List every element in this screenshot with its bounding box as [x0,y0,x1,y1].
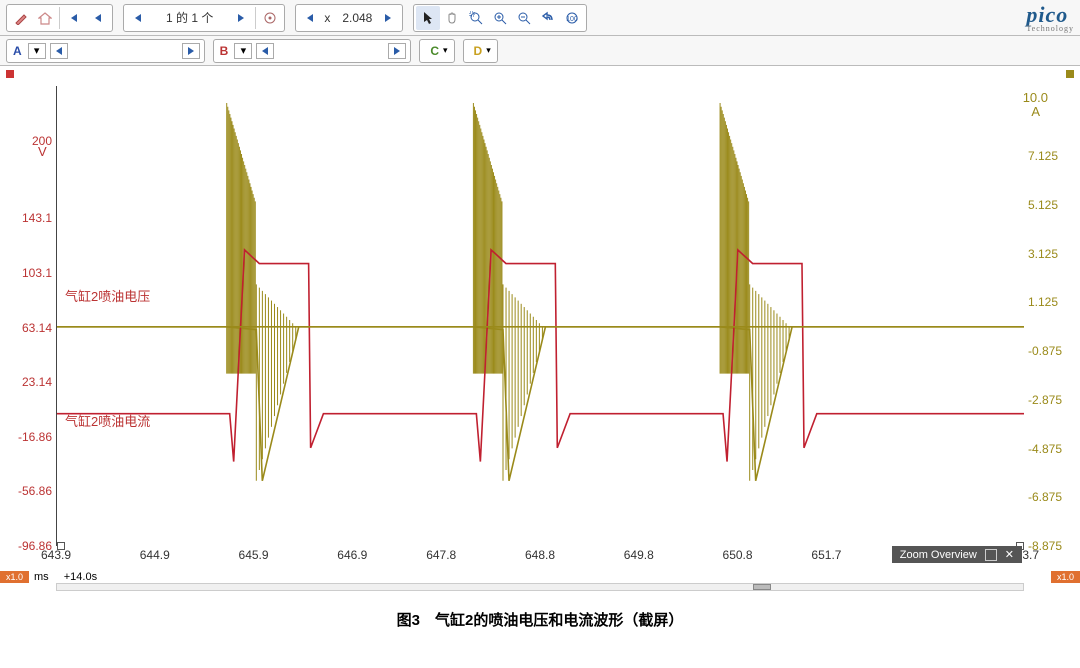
x-tick: 648.8 [525,548,555,562]
target-icon[interactable] [258,6,282,30]
channel-a-options-icon[interactable]: ▾ [28,43,46,59]
y-right-tick: -4.875 [1028,442,1062,456]
logo-subtext: Technology [1026,24,1074,33]
zoom-panel-label: Zoom Overview [900,549,977,561]
prev-fast-icon[interactable] [62,6,86,30]
figure-caption: 图3 气缸2的喷油电压和电流波形（截屏） [0,591,1080,634]
y-right-tick: -0.875 [1028,344,1062,358]
channel-d-label: D [470,44,487,58]
y-left-tick: 23.14 [22,375,52,389]
time-unit: ms [34,571,49,583]
y-right-tick: -2.875 [1028,393,1062,407]
tools-group: 100 [413,4,587,32]
x-tick: 643.9 [41,548,71,562]
y-left-tick: 143.1 [22,211,52,225]
prev-icon[interactable] [86,6,110,30]
channel-b-prev-icon[interactable] [256,43,274,59]
y-right-tick: 5.125 [1028,198,1058,212]
zoom-panel-restore-icon[interactable] [985,549,997,561]
channel-b-group: B ▾ [213,39,412,63]
hand-icon[interactable] [440,6,464,30]
zoom-group: x 2.048 [295,4,403,32]
y-right-tick: 7.125 [1028,149,1058,163]
zoom-out-step-icon[interactable] [298,6,322,30]
waveform-chart[interactable]: 气缸2喷油电压 气缸2喷油电流 [56,86,1024,546]
channel-marker-left [6,70,14,78]
marker-tool-icon[interactable] [9,6,33,30]
page-group: 1 的 1 个 [123,4,285,32]
undo-icon[interactable] [536,6,560,30]
pointer-icon[interactable] [416,6,440,30]
channel-a-range[interactable] [70,42,180,60]
page-next-icon[interactable] [229,6,253,30]
x-axis: 643.9644.9645.9646.9647.8648.8649.8650.8… [56,548,1024,566]
nav-group [6,4,113,32]
zoom-in-icon[interactable] [488,6,512,30]
y-axis-left: -96.86-56.86-16.8623.1463.14103.1143.120… [0,86,56,546]
current-annotation: 气缸2喷油电流 [65,411,150,430]
time-offset: +14.0s [64,571,97,583]
channel-bar: A ▾ B ▾ C ▾ D ▾ [0,36,1080,66]
channel-a-label: A [9,44,26,58]
y-right-tick: 3.125 [1028,247,1058,261]
y-left-tick: 63.14 [22,321,52,335]
voltage-annotation: 气缸2喷油电压 [65,286,150,305]
zoom-prefix: x [322,11,334,25]
x-tick: 645.9 [239,548,269,562]
zoom-panel-close-icon[interactable]: ✕ [1005,548,1014,561]
x-tick: 651.7 [811,548,841,562]
channel-b-options-icon[interactable]: ▾ [234,43,252,59]
channel-a-prev-icon[interactable] [50,43,68,59]
channel-b-range[interactable] [276,42,386,60]
page-prev-icon[interactable] [126,6,150,30]
chart-area: V 10.0 A -96.86-56.86-16.8623.1463.14103… [0,66,1080,591]
scrollbar-thumb[interactable] [753,584,771,590]
main-toolbar: 1 的 1 个 x 2.048 100 pico Technology [0,0,1080,36]
channel-c-label: C [426,44,443,58]
zoom-badge-right: x1.0 [1051,571,1080,583]
time-info: ms +14.0s [34,571,109,583]
y-left-tick: 103.1 [22,266,52,280]
channel-a-next-icon[interactable] [182,43,200,59]
x-tick: 644.9 [140,548,170,562]
channel-c-group[interactable]: C ▾ [419,39,454,63]
channel-b-next-icon[interactable] [388,43,406,59]
channel-b-label: B [216,44,233,58]
y-right-tick: 1.125 [1028,295,1058,309]
horizontal-scrollbar[interactable] [56,583,1024,591]
x-tick: 649.8 [624,548,654,562]
y-left-tick: 200 [32,134,52,148]
x-tick: 647.8 [426,548,456,562]
x-tick: 646.9 [337,548,367,562]
channel-d-group[interactable]: D ▾ [463,39,498,63]
channel-marker-right [1066,70,1074,78]
zoom-overview-panel[interactable]: Zoom Overview ✕ [892,546,1022,563]
svg-text:100: 100 [567,16,579,23]
zoom-region-icon[interactable] [464,6,488,30]
zoom-out-icon[interactable] [512,6,536,30]
channel-a-group: A ▾ [6,39,205,63]
pico-logo: pico Technology [1026,2,1074,33]
y-axis-right: -8.875-6.875-4.875-2.875-0.8751.1253.125… [1024,86,1080,546]
y-right-tick: -6.875 [1028,490,1062,504]
zoom-badge-left: x1.0 [0,571,29,583]
home-icon[interactable] [33,6,57,30]
page-indicator: 1 的 1 个 [150,9,229,26]
fit-icon[interactable]: 100 [560,6,584,30]
zoom-value: 2.048 [334,11,376,25]
y-left-tick: -16.86 [18,430,52,444]
y-left-tick: -56.86 [18,484,52,498]
zoom-in-step-icon[interactable] [376,6,400,30]
x-tick: 650.8 [723,548,753,562]
